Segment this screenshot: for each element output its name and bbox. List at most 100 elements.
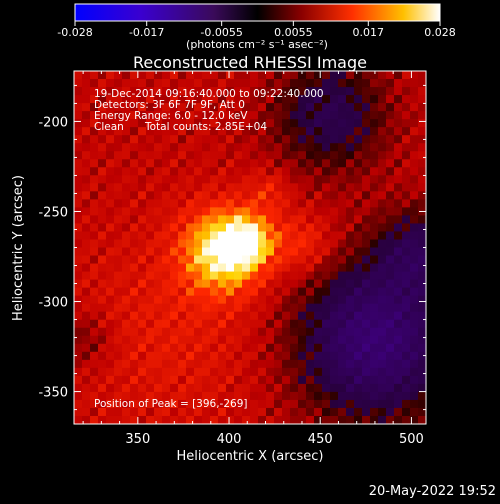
heatmap-cell — [418, 279, 426, 289]
heatmap-cell — [138, 255, 147, 265]
heatmap-cell — [394, 239, 403, 249]
heatmap-cell — [250, 271, 259, 281]
heatmap-cell — [242, 207, 251, 217]
heatmap-cell — [394, 119, 403, 128]
heatmap-cell — [410, 255, 419, 265]
heatmap-cell — [90, 367, 99, 377]
heatmap-cell — [386, 375, 395, 385]
heatmap-cell — [370, 175, 379, 184]
heatmap-cell — [378, 119, 387, 128]
heatmap-cell — [330, 143, 339, 152]
heatmap-cell — [242, 383, 251, 393]
heatmap-cell — [162, 303, 171, 313]
heatmap-cell — [354, 415, 363, 424]
heatmap-cell — [290, 367, 299, 377]
heatmap-cell — [298, 223, 307, 233]
heatmap-cell — [242, 415, 251, 424]
heatmap-cell — [346, 239, 355, 249]
heatmap-cell — [194, 71, 203, 80]
heatmap-cell — [210, 199, 219, 208]
heatmap-cell — [74, 287, 83, 297]
heatmap-cell — [418, 175, 426, 184]
heatmap-cell — [242, 223, 251, 233]
heatmap-cell — [330, 167, 339, 176]
heatmap-cell — [418, 407, 426, 417]
heatmap-cell — [122, 263, 131, 273]
heatmap-cell — [362, 399, 371, 409]
heatmap-cell — [330, 119, 339, 128]
heatmap-cell — [274, 359, 283, 369]
heatmap-cell — [274, 199, 283, 208]
heatmap-cell — [418, 295, 426, 305]
heatmap-cell — [410, 351, 419, 361]
heatmap-cell — [330, 135, 339, 144]
heatmap-cell — [122, 383, 131, 393]
heatmap-cell — [402, 191, 411, 200]
heatmap-cell — [386, 143, 395, 152]
heatmap-cell — [386, 87, 395, 96]
heatmap-cell — [298, 135, 307, 144]
heatmap-cell — [290, 223, 299, 233]
heatmap-cell — [258, 303, 267, 313]
heatmap-cell — [154, 191, 163, 200]
heatmap-cell — [266, 319, 275, 329]
heatmap-cell — [82, 319, 91, 329]
heatmap-cell — [90, 263, 99, 273]
heatmap-cell — [346, 327, 355, 337]
heatmap-cell — [330, 231, 339, 241]
heatmap-cell — [410, 303, 419, 313]
heatmap-cell — [98, 391, 107, 401]
heatmap-cell — [354, 391, 363, 401]
heatmap-cell — [394, 263, 403, 273]
heatmap-cell — [242, 111, 251, 120]
heatmap-cell — [306, 383, 315, 393]
heatmap-cell — [194, 287, 203, 297]
heatmap-cell — [234, 375, 243, 385]
heatmap-cell — [282, 311, 291, 321]
heatmap-cell — [330, 223, 339, 233]
heatmap-cell — [298, 239, 307, 249]
heatmap-cell — [418, 111, 426, 120]
heatmap-cell — [282, 111, 291, 120]
heatmap-cell — [202, 231, 211, 241]
heatmap-cell — [210, 287, 219, 297]
heatmap-cell — [314, 407, 323, 417]
heatmap-cell — [194, 231, 203, 241]
heatmap-cell — [354, 231, 363, 241]
heatmap-cell — [114, 415, 123, 424]
heatmap-cell — [402, 255, 411, 265]
heatmap-cell — [130, 199, 139, 208]
heatmap-cell — [410, 247, 419, 257]
heatmap-cell — [170, 367, 179, 377]
heatmap-cell — [402, 159, 411, 168]
heatmap-cell — [162, 343, 171, 353]
heatmap-cell — [186, 295, 195, 305]
heatmap-cell — [410, 239, 419, 249]
heatmap-cell — [394, 407, 403, 417]
heatmap-cell — [186, 95, 195, 104]
heatmap-cell — [162, 407, 171, 417]
heatmap-cell — [82, 415, 91, 424]
heatmap-cell — [410, 391, 419, 401]
heatmap-cell — [186, 287, 195, 297]
heatmap-cell — [154, 207, 163, 217]
heatmap-cell — [130, 151, 139, 160]
heatmap-cell — [282, 199, 291, 208]
heatmap-cell — [306, 391, 315, 401]
heatmap-cell — [338, 343, 347, 353]
heatmap-cell — [338, 143, 347, 152]
heatmap-cell — [298, 183, 307, 192]
heatmap-cell — [74, 87, 83, 96]
heatmap-cell — [90, 343, 99, 353]
heatmap-cell — [74, 391, 83, 401]
heatmap-cell — [370, 135, 379, 144]
heatmap-cell — [130, 295, 139, 305]
heatmap-cell — [338, 311, 347, 321]
heatmap-cell — [418, 127, 426, 136]
heatmap-cell — [314, 175, 323, 184]
heatmap-cell — [138, 95, 147, 104]
heatmap-cell — [330, 295, 339, 305]
heatmap-cell — [298, 263, 307, 273]
heatmap-cell — [378, 287, 387, 297]
heatmap-cell — [114, 351, 123, 361]
